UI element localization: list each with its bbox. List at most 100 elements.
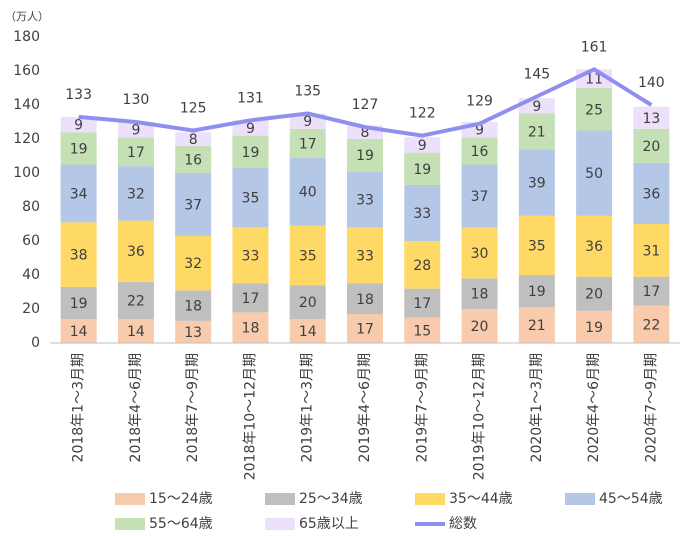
data-label: 9 [74, 118, 83, 134]
legend-swatch [115, 493, 145, 505]
bar-segment [461, 227, 498, 279]
x-tick-label: 2018年10～12月期 [242, 353, 258, 480]
bar-segment [347, 227, 383, 284]
x-tick-label: 2019年4～6月期 [357, 353, 373, 462]
total-label: 145 [523, 67, 550, 83]
x-tick-label: 2018年7～9月期 [185, 353, 201, 462]
x-tick-label: 2018年4～6月期 [128, 353, 144, 462]
y-tick-label: 0 [31, 335, 40, 351]
data-label: 28 [413, 258, 431, 274]
data-label: 19 [528, 284, 546, 300]
bar-segment [232, 227, 269, 284]
legend-label: 55～64歳 [149, 516, 213, 532]
data-label: 17 [413, 296, 431, 312]
bar-segment [117, 281, 154, 320]
legend-swatch [565, 493, 595, 505]
x-tick-label: 2019年1～3月期 [300, 353, 316, 462]
bar-segment [117, 220, 154, 282]
legend-swatch [415, 493, 445, 505]
data-label: 19 [413, 162, 431, 178]
total-label: 135 [294, 84, 321, 100]
total-label: 131 [237, 90, 264, 106]
bar-segment [404, 317, 441, 343]
data-label: 33 [356, 192, 374, 208]
data-label: 36 [585, 239, 603, 255]
data-label: 30 [471, 246, 489, 262]
bar-segment [117, 319, 154, 343]
legend-label: 15～24歳 [149, 491, 213, 507]
data-label: 14 [127, 324, 145, 340]
x-tick-label: 2019年7～9月期 [414, 353, 430, 462]
bar-segment [576, 276, 613, 311]
data-label: 32 [127, 186, 145, 202]
data-label: 35 [299, 248, 317, 264]
data-label: 21 [528, 124, 546, 140]
data-label: 19 [70, 296, 88, 312]
data-label: 16 [471, 144, 489, 160]
bar-segment [633, 106, 670, 129]
bar-segment [232, 283, 269, 313]
legend-label: 65歳以上 [299, 516, 359, 532]
data-label: 18 [242, 321, 260, 337]
data-label: 18 [184, 299, 202, 315]
data-label: 19 [70, 141, 88, 157]
bar-segment [232, 135, 269, 168]
bar-segment [461, 278, 498, 309]
data-label: 21 [528, 318, 546, 334]
x-tick-label: 2019年10～12月期 [472, 353, 488, 480]
bar-segment [576, 130, 613, 216]
data-label: 32 [184, 256, 202, 272]
bar-segment [347, 283, 383, 315]
bar-segment [175, 173, 212, 236]
bar-segment [175, 132, 212, 146]
bar-segment [60, 286, 97, 320]
bar-segment [347, 314, 383, 343]
legend-swatch [115, 518, 145, 530]
data-label: 11 [585, 72, 603, 88]
data-label: 33 [413, 206, 431, 222]
bar-segment [633, 224, 670, 277]
bar-segment [175, 290, 212, 321]
total-label: 122 [409, 106, 436, 122]
y-tick-label: 120 [13, 131, 40, 147]
data-label: 33 [242, 248, 260, 264]
y-unit-label: （万人） [5, 10, 49, 23]
data-label: 40 [299, 185, 317, 201]
data-label: 17 [127, 145, 145, 161]
data-label: 18 [471, 287, 489, 303]
bar-segment [60, 116, 97, 133]
data-label: 31 [642, 243, 660, 259]
y-tick-label: 40 [22, 267, 40, 283]
bar-segment [175, 145, 212, 173]
data-label: 9 [131, 123, 140, 139]
data-label: 36 [127, 244, 145, 260]
x-tick-label: 2020年4～6月期 [586, 353, 602, 462]
bar-segment [633, 276, 670, 306]
bar-segment [289, 157, 326, 226]
bar-segment [404, 184, 441, 241]
total-line [78, 67, 653, 138]
data-label: 9 [532, 99, 541, 115]
data-label: 37 [471, 189, 489, 205]
data-label: 19 [585, 320, 603, 336]
bar-segment [404, 241, 441, 289]
total-label: 125 [180, 101, 207, 117]
data-label: 19 [356, 148, 374, 164]
data-label: 25 [585, 102, 603, 118]
bar-segment [117, 122, 154, 138]
y-tick-label: 140 [13, 97, 40, 113]
bar-segment [576, 215, 613, 277]
x-tick-label: 2018年1～3月期 [71, 353, 87, 462]
total-label: 133 [65, 87, 92, 103]
total-label: 161 [581, 39, 608, 55]
bar-segment [347, 171, 383, 228]
total-label: 140 [638, 75, 665, 91]
data-label: 50 [585, 166, 603, 182]
y-tick-label: 80 [22, 199, 40, 215]
bar-segment [576, 88, 613, 131]
total-label: 127 [352, 97, 379, 113]
data-label: 37 [184, 197, 202, 213]
bar-segment [289, 225, 326, 286]
bar-segment [347, 139, 383, 172]
